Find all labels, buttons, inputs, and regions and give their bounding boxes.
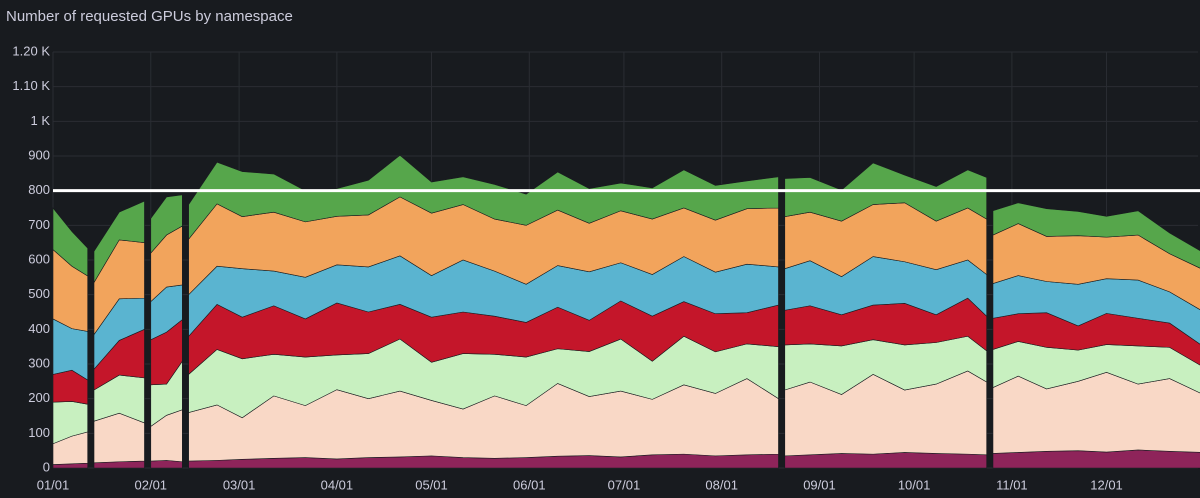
area [52, 370, 1200, 465]
y-tick-label: 600 [28, 251, 50, 266]
y-tick-label: 1.10 K [12, 78, 50, 93]
area [52, 255, 1200, 381]
x-tick-label: 06/01 [513, 477, 546, 492]
y-tick-label: 800 [28, 182, 50, 197]
area [52, 449, 1200, 469]
x-tick-label: 02/01 [135, 477, 168, 492]
y-tick-label: 900 [28, 147, 50, 162]
x-tick-label: 04/01 [321, 477, 354, 492]
area [52, 154, 1200, 284]
y-tick-label: 1.20 K [12, 43, 50, 58]
x-tick-label: 01/01 [37, 477, 70, 492]
x-tick-label: 09/01 [803, 477, 836, 492]
y-tick-label: 1 K [30, 113, 50, 128]
x-tick-label: 12/01 [1090, 477, 1123, 492]
area [52, 335, 1200, 445]
y-tick-label: 100 [28, 425, 50, 440]
y-tick-label: 0 [43, 459, 50, 474]
x-tick-label: 08/01 [705, 477, 738, 492]
x-tick-label: 10/01 [898, 477, 931, 492]
x-tick-label: 03/01 [223, 477, 256, 492]
y-tick-label: 500 [28, 286, 50, 301]
x-tick-label: 05/01 [415, 477, 448, 492]
y-tick-label: 400 [28, 321, 50, 336]
chart-title: Number of requested GPUs by namespace [6, 8, 293, 25]
area [52, 297, 1200, 405]
y-tick-label: 700 [28, 217, 50, 232]
y-tick-label: 200 [28, 390, 50, 405]
x-tick-label: 11/01 [996, 477, 1028, 492]
y-tick-label: 300 [28, 355, 50, 370]
area [52, 196, 1200, 336]
x-tick-label: 07/01 [608, 477, 641, 492]
